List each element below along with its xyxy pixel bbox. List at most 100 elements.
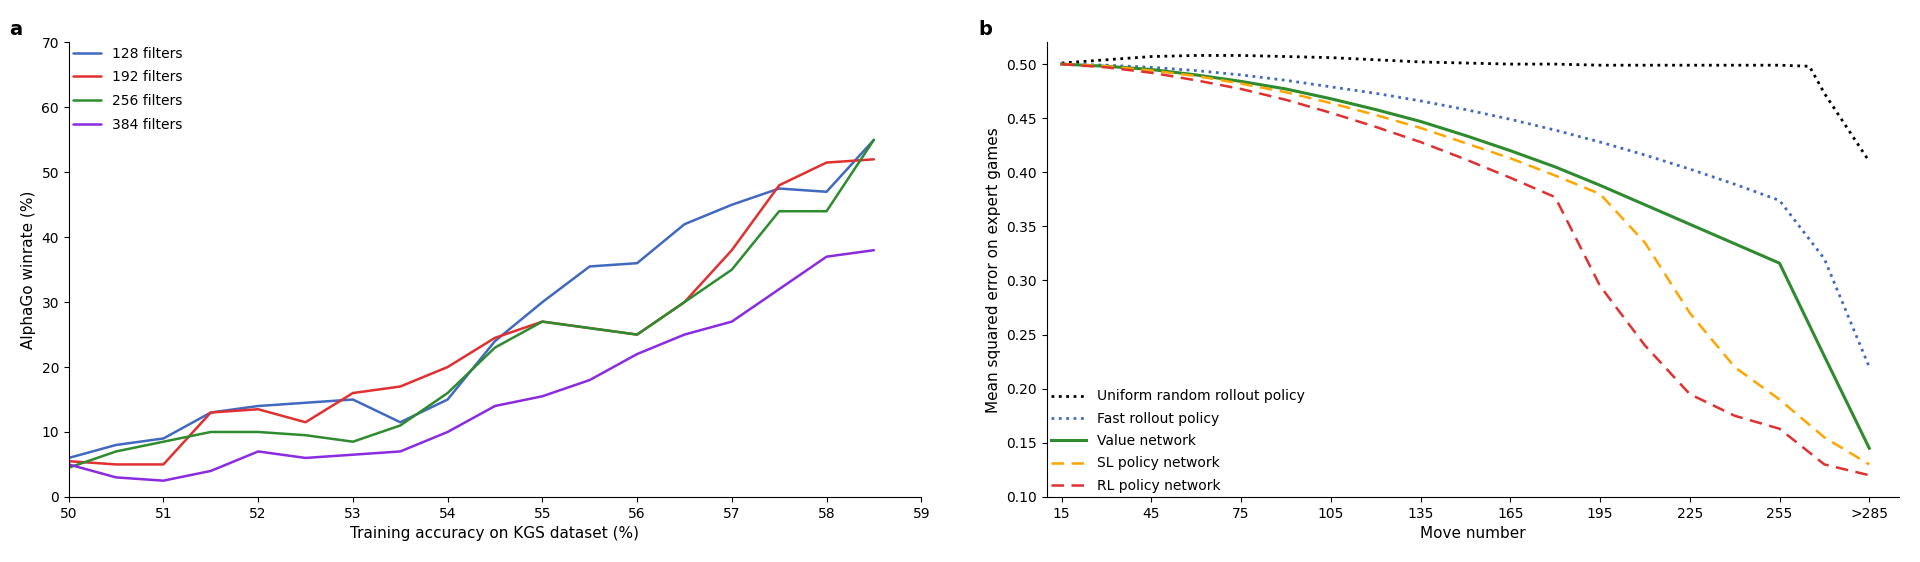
192 filters — [768, 182, 791, 189]
192 filters — [814, 159, 837, 166]
128 filters — [58, 455, 81, 461]
Uniform random rollout policy — [1544, 61, 1567, 67]
Uniform random rollout policy — [1678, 62, 1701, 69]
256 filters — [436, 389, 459, 396]
Line: 384 filters: 384 filters — [69, 250, 874, 481]
384 filters — [814, 253, 837, 260]
Line: RL policy network: RL policy network — [1062, 64, 1870, 475]
X-axis label: Move number: Move number — [1421, 526, 1526, 541]
Value network — [1768, 260, 1791, 266]
192 filters — [720, 247, 743, 253]
128 filters — [342, 396, 365, 403]
Value network — [1812, 353, 1836, 360]
192 filters — [58, 458, 81, 465]
192 filters — [388, 383, 411, 390]
Value network — [1859, 445, 1882, 452]
RL policy network — [1500, 174, 1523, 181]
256 filters — [530, 318, 553, 325]
Line: Uniform random rollout policy: Uniform random rollout policy — [1062, 56, 1870, 161]
128 filters — [294, 400, 317, 406]
Fast rollout policy — [1319, 84, 1342, 90]
RL policy network — [1859, 472, 1882, 479]
Uniform random rollout policy — [1365, 56, 1388, 63]
Line: 256 filters: 256 filters — [69, 140, 874, 468]
256 filters — [578, 325, 601, 332]
SL policy network — [1588, 191, 1611, 197]
256 filters — [58, 464, 81, 471]
Uniform random rollout policy — [1185, 52, 1208, 59]
384 filters — [672, 331, 695, 338]
192 filters — [200, 409, 223, 416]
Line: Fast rollout policy: Fast rollout policy — [1062, 64, 1870, 367]
RL policy network — [1229, 85, 1252, 92]
SL policy network — [1722, 364, 1745, 370]
SL policy network — [1409, 125, 1432, 132]
SL policy network — [1094, 63, 1117, 70]
Uniform random rollout policy — [1453, 60, 1476, 66]
Uniform random rollout policy — [1500, 61, 1523, 67]
RL policy network — [1050, 61, 1073, 67]
Fast rollout policy — [1365, 90, 1388, 97]
192 filters — [862, 156, 885, 162]
256 filters — [152, 438, 175, 445]
192 filters — [672, 299, 695, 306]
192 filters — [626, 331, 649, 338]
192 filters — [484, 334, 507, 341]
Fast rollout policy — [1275, 77, 1298, 84]
RL policy network — [1365, 124, 1388, 130]
RL policy network — [1722, 413, 1745, 419]
192 filters — [104, 461, 127, 468]
384 filters — [436, 429, 459, 436]
Uniform random rollout policy — [1319, 55, 1342, 61]
256 filters — [104, 448, 127, 455]
Value network — [1229, 78, 1252, 85]
Line: Value network: Value network — [1062, 64, 1870, 448]
Text: b: b — [979, 20, 993, 39]
Value network — [1722, 241, 1745, 247]
128 filters — [246, 402, 269, 409]
256 filters — [388, 422, 411, 429]
192 filters — [152, 461, 175, 468]
256 filters — [200, 429, 223, 436]
192 filters — [436, 364, 459, 370]
Uniform random rollout policy — [1275, 53, 1298, 60]
Line: 128 filters: 128 filters — [69, 140, 874, 458]
Value network — [1678, 221, 1701, 228]
128 filters — [814, 188, 837, 195]
384 filters — [626, 351, 649, 357]
384 filters — [58, 461, 81, 468]
Fast rollout policy — [1050, 61, 1073, 67]
384 filters — [388, 448, 411, 455]
128 filters — [578, 263, 601, 270]
128 filters — [672, 221, 695, 228]
Value network — [1140, 66, 1164, 73]
RL policy network — [1453, 156, 1476, 162]
Fast rollout policy — [1859, 364, 1882, 370]
SL policy network — [1453, 140, 1476, 147]
Uniform random rollout policy — [1722, 62, 1745, 69]
Legend: 128 filters, 192 filters, 256 filters, 384 filters: 128 filters, 192 filters, 256 filters, 3… — [73, 47, 182, 132]
Value network — [1319, 96, 1342, 102]
SL policy network — [1185, 72, 1208, 79]
Fast rollout policy — [1678, 166, 1701, 173]
Value network — [1094, 63, 1117, 70]
128 filters — [104, 442, 127, 448]
Legend: Uniform random rollout policy, Fast rollout policy, Value network, SL policy net: Uniform random rollout policy, Fast roll… — [1050, 389, 1304, 493]
RL policy network — [1185, 77, 1208, 84]
128 filters — [200, 409, 223, 416]
128 filters — [530, 299, 553, 306]
192 filters — [578, 325, 601, 332]
192 filters — [530, 318, 553, 325]
Value network — [1544, 164, 1567, 170]
Text: a: a — [10, 20, 23, 39]
Fast rollout policy — [1812, 256, 1836, 262]
Fast rollout policy — [1500, 116, 1523, 123]
128 filters — [152, 435, 175, 442]
384 filters — [768, 286, 791, 293]
Value network — [1634, 201, 1657, 208]
Fast rollout policy — [1094, 62, 1117, 69]
SL policy network — [1768, 396, 1791, 403]
RL policy network — [1140, 69, 1164, 76]
RL policy network — [1409, 139, 1432, 146]
Fast rollout policy — [1588, 139, 1611, 146]
